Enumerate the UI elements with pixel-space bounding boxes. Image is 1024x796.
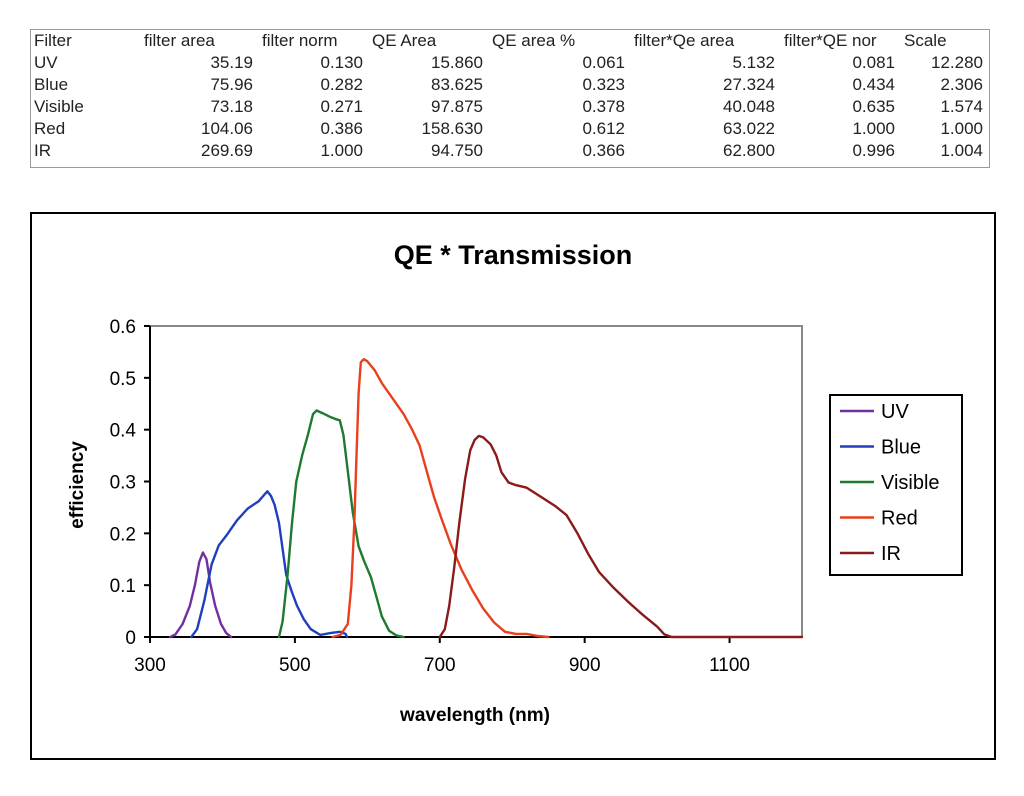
table-cell: 75.96 [210,75,253,94]
y-tick-label: 0 [125,628,136,649]
table-cell: 63.022 [723,119,775,138]
y-tick-label: 0.6 [110,317,136,338]
filter-name-cell: Visible [34,97,84,116]
col-header: QE Area [372,31,437,50]
table-row: Blue 75.96 0.282 83.625 0.323 27.324 0.434 2.30… [31,74,989,96]
table-cell: 0.271 [320,97,363,116]
table-cell: 62.800 [723,141,775,160]
chart-frame: QE * Transmission 0 0.1 0.2 0.3 0.4 0.5 0.6 300… [30,212,996,760]
header-row: Filter filter area filter norm QE Area Q… [31,30,989,52]
table-cell: 97.875 [431,97,483,116]
legend-label-red: Red [881,508,918,530]
table-cell: 2.306 [940,75,983,94]
series-lines [169,357,804,639]
series-line-uv [169,551,233,639]
table-cell: 1.000 [852,119,895,138]
chart-title: QE * Transmission [394,240,633,270]
data-table-panel: Filter filter area filter norm QE Area Q… [30,29,990,168]
table-cell: 15.860 [431,53,483,72]
y-tick-label: 0.4 [110,421,137,442]
table-cell: 0.612 [582,119,625,138]
plot-area [149,325,803,638]
tick-labels: 0 0.1 0.2 0.3 0.4 0.5 0.6 300 500 700 900 1100 [110,317,750,676]
y-tick-label: 0.3 [110,473,136,494]
col-header: QE area % [492,31,576,50]
x-tick-label: 500 [279,655,311,676]
table-cell: 0.061 [582,53,625,72]
table-cell: 1.000 [320,141,363,160]
table-cell: 83.625 [431,75,483,94]
table-row: Visible 73.18 0.271 97.875 0.378 40.048 0.635 1… [31,96,989,118]
legend-label-visible: Visible [881,472,940,494]
table-cell: 35.19 [210,53,253,72]
table-cell: 0.386 [320,119,363,138]
table-cell: 0.323 [582,75,625,94]
table-cell: 0.434 [852,75,895,94]
x-tick-label: 300 [134,655,166,676]
table-header: Filter filter area filter norm QE Area Q… [31,30,989,52]
qe-transmission-chart: QE * Transmission 0 0.1 0.2 0.3 0.4 0.5 0.6 300… [67,240,963,726]
col-header: filter*QE nor [784,31,877,50]
x-axis-title: wavelength (nm) [399,705,550,726]
table-cell: 104.06 [201,119,253,138]
table-cell: 0.366 [582,141,625,160]
table-cell: 1.000 [940,119,983,138]
table-cell: 73.18 [210,97,253,116]
legend-label-blue: Blue [881,437,921,459]
legend-label-uv: UV [881,401,909,423]
col-header: filter norm [262,31,338,50]
table-cell: 0.996 [852,141,895,160]
y-tick-label: 0.2 [110,524,136,545]
filter-name-cell: Blue [34,75,69,94]
table-cell: 5.132 [732,53,775,72]
series-line-ir [438,434,804,639]
table-row: UV 35.19 0.130 15.860 0.061 5.132 0.081 12.280 [31,52,989,74]
series-line-red [331,357,550,639]
x-tick-label: 900 [569,655,601,676]
table-cell: 158.630 [421,119,483,138]
table-row: Red 104.06 0.386 158.630 0.612 63.022 1.000 1.0… [31,118,989,140]
table-cell: 269.69 [201,141,253,160]
table-cell: 0.130 [320,53,363,72]
filter-name-cell: Red [34,119,66,138]
y-tick-label: 0.5 [110,369,136,390]
table-body: UV 35.19 0.130 15.860 0.061 5.132 0.081 12.280 B… [31,52,989,162]
table-cell: 1.574 [940,97,983,116]
table-cell: 0.635 [852,97,895,116]
legend-label-ir: IR [881,543,901,565]
y-axis-title: efficiency [67,441,88,529]
table-row: IR 269.69 1.000 94.750 0.366 62.800 0.996 1.004 [31,140,989,162]
col-header: Filter [34,31,72,50]
col-header: Scale [904,31,947,50]
table-cell: 0.282 [320,75,363,94]
filter-name-cell: IR [34,141,51,160]
series-line-visible [277,409,405,639]
table-cell: 40.048 [723,97,775,116]
series-line-blue [190,490,349,639]
table-cell: 94.750 [431,141,483,160]
filter-name-cell: UV [34,53,58,72]
x-tick-label: 1100 [709,655,750,676]
table-cell: 27.324 [723,75,775,94]
filter-table: Filter filter area filter norm QE Area Q… [31,30,989,162]
table-cell: 12.280 [931,53,983,72]
col-header: filter*Qe area [634,31,735,50]
legend: UV Blue Visible Red IR [829,394,963,576]
table-cell: 0.378 [582,97,625,116]
x-tick-label: 700 [424,655,456,676]
col-header: filter area [144,31,215,50]
table-cell: 0.081 [852,53,895,72]
table-cell: 1.004 [940,141,983,160]
legend-box [829,394,963,576]
y-tick-label: 0.1 [110,576,136,597]
